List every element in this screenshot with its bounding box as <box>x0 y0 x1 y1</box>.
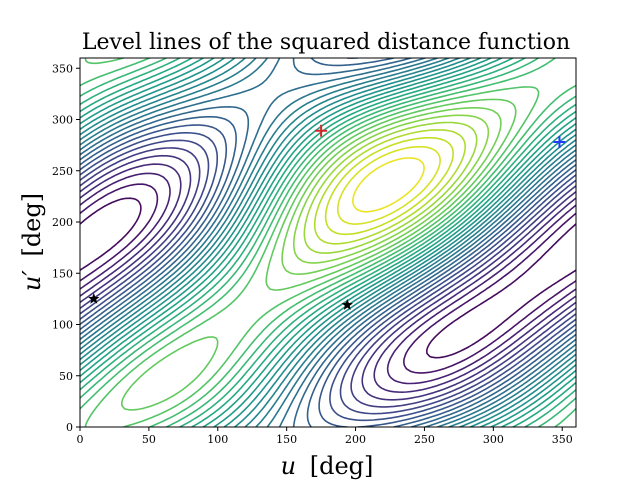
x-axis-symbol: u <box>281 452 296 480</box>
y-axis-label: u′ [deg] <box>18 193 46 291</box>
contour-level-18 <box>80 58 576 427</box>
x-tick-label-6: 300 <box>483 433 504 446</box>
x-axis-unit: [deg] <box>310 452 374 480</box>
plus-marker-1 <box>553 136 566 149</box>
y-tick-label-5: 250 <box>52 165 73 178</box>
contour-level-3 <box>80 172 576 385</box>
chart-title: Level lines of the squared distance func… <box>82 30 570 55</box>
star-marker-2 <box>88 292 100 304</box>
contour-level-9 <box>80 58 576 427</box>
contour-level-10 <box>80 58 576 427</box>
y-tick-label-0: 0 <box>66 421 73 434</box>
x-tick-label-1: 50 <box>142 433 156 446</box>
contour-level-2 <box>80 183 576 374</box>
contour-level-20 <box>80 58 576 427</box>
contour-level-11 <box>80 58 576 427</box>
contour-level-21 <box>80 58 576 427</box>
y-tick-label-1: 50 <box>59 370 73 383</box>
contour-level-24 <box>84 58 540 427</box>
x-tick-label-4: 200 <box>345 433 366 446</box>
contour-level-1 <box>80 197 576 359</box>
contour-level-26 <box>281 107 502 275</box>
markers <box>88 124 566 310</box>
y-tick-label-7: 350 <box>52 62 73 75</box>
contour-level-29 <box>313 129 466 245</box>
y-tick-label-4: 200 <box>52 216 73 229</box>
contour-level-32 <box>352 157 425 213</box>
contour-level-12 <box>80 58 576 427</box>
y-axis-symbol: u′ <box>18 270 46 291</box>
plot-frame <box>79 57 577 428</box>
x-axis-ticks: 0 50 100 150 200 250 300 350 <box>77 427 573 446</box>
x-tick-label-0: 0 <box>77 433 84 446</box>
contour-level-7 <box>80 139 576 415</box>
x-tick-label-7: 350 <box>552 433 573 446</box>
star-marker-3 <box>341 299 353 310</box>
y-tick-label-3: 150 <box>52 267 73 280</box>
plus-marker-0 <box>315 124 328 137</box>
contour-lines <box>80 58 576 427</box>
contour-level-16 <box>80 58 576 427</box>
y-axis-unit: [deg] <box>18 193 46 257</box>
x-axis-label: u [deg] <box>281 452 374 480</box>
contour-level-14 <box>80 58 576 427</box>
contour-level-31 <box>337 145 441 225</box>
contour-level-6 <box>80 147 576 408</box>
x-tick-label-2: 100 <box>207 433 228 446</box>
y-axis-ticks: 0 50 100 150 200 250 300 350 <box>52 62 80 434</box>
contour-level-8 <box>80 132 576 422</box>
contour-level-28 <box>303 121 478 254</box>
contour-level-4 <box>80 163 576 393</box>
contour-level-5 <box>80 154 576 401</box>
contour-level-30 <box>324 136 454 236</box>
contour-level-25 <box>121 98 517 411</box>
x-tick-label-3: 150 <box>276 433 297 446</box>
y-tick-label-2: 100 <box>52 319 73 332</box>
x-tick-label-5: 250 <box>414 433 435 446</box>
contour-level-27 <box>293 114 490 264</box>
contour-level-13 <box>80 58 576 427</box>
y-tick-label-6: 300 <box>52 114 73 127</box>
